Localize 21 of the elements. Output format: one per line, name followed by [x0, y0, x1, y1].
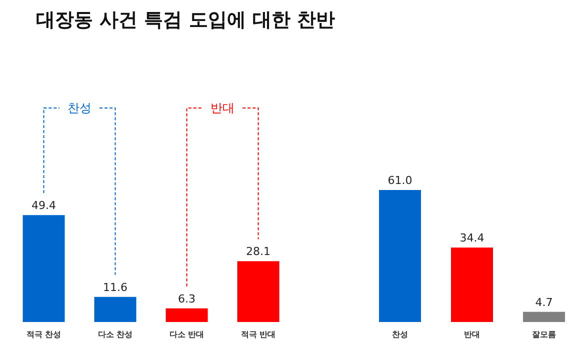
text: 반대	[210, 101, 234, 115]
x-tick-label: 적극 반대	[240, 330, 276, 339]
bar	[166, 308, 208, 322]
text: 찬성	[68, 101, 92, 115]
x-tick-label: 찬성	[392, 330, 408, 339]
bar	[22, 215, 65, 322]
chart-title: 대장동 사건 특검 도입에 대한 찬반	[36, 9, 336, 31]
data-label: 6.3	[178, 292, 196, 306]
x-tick-label: 다소 찬성	[98, 330, 133, 339]
x-tick-label: 잘모름	[532, 330, 556, 339]
data-label: 4.7	[535, 296, 553, 309]
data-label: 34.4	[460, 232, 484, 245]
x-tick-label: 반대	[464, 330, 480, 339]
data-label: 61.0	[388, 174, 412, 187]
x-tick-label: 적극 찬성	[26, 330, 62, 339]
data-label: 49.4	[32, 199, 56, 212]
data-label: 28.1	[246, 245, 270, 258]
bar	[94, 296, 136, 322]
bar	[237, 261, 280, 322]
x-tick-label: 다소 반대	[169, 330, 204, 339]
data-label: 11.6	[103, 280, 128, 294]
